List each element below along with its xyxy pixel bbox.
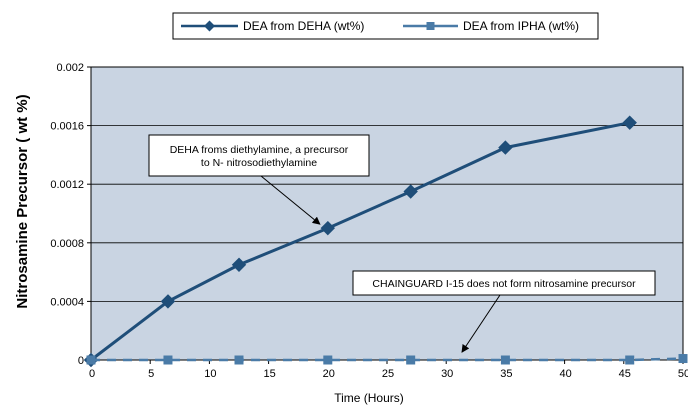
- data-point: [625, 355, 635, 365]
- series-layer: [83, 115, 688, 368]
- y-tick-label: 0.0016: [50, 121, 84, 133]
- data-point: [323, 355, 333, 365]
- x-tick-label: 20: [323, 368, 335, 380]
- y-tick-label: 0.002: [56, 62, 84, 74]
- x-tick-label: 40: [559, 368, 571, 380]
- plot-area: [90, 66, 684, 361]
- data-point: [678, 354, 688, 364]
- data-point: [403, 184, 418, 199]
- x-tick-label: 35: [500, 368, 512, 380]
- x-tick-label: 10: [204, 368, 216, 380]
- x-tick-label: 45: [619, 368, 631, 380]
- annotation-text: DEHA froms diethylamine, a precursor: [170, 144, 349, 156]
- x-tick-label: 25: [382, 368, 394, 380]
- annotation-text: CHAINGUARD I-15 does not form nitrosamin…: [372, 278, 636, 290]
- legend-label: DEA from IPHA (wt%): [463, 19, 579, 33]
- annotation-arrow: [461, 294, 501, 353]
- y-tick-label: 0: [78, 355, 84, 367]
- annotation-arrow: [260, 175, 321, 225]
- x-tick-label: 5: [148, 368, 154, 380]
- x-tick-label: 15: [263, 368, 275, 380]
- data-point: [406, 355, 416, 365]
- data-point: [622, 115, 637, 130]
- y-tick-label: 0.0012: [50, 179, 84, 191]
- series-line-1: [91, 357, 684, 362]
- legend-marker: [426, 22, 435, 30]
- legend-label: DEA from DEHA (wt%): [243, 19, 364, 33]
- data-point: [163, 355, 173, 365]
- data-point: [86, 355, 96, 365]
- data-point: [498, 140, 513, 155]
- x-tick-label: 30: [441, 368, 453, 380]
- y-axis-title: Nitrosamine Precursor ( wt %): [14, 94, 31, 308]
- legend-marker: [204, 20, 215, 32]
- data-point: [234, 355, 244, 365]
- data-point: [500, 355, 510, 365]
- x-axis-title: Time (Hours): [334, 391, 404, 405]
- legend: DEA from DEHA (wt%) DEA from IPHA (wt%): [172, 12, 599, 40]
- annotation-box: [352, 270, 656, 296]
- annotation-box: [148, 134, 370, 177]
- data-point: [231, 257, 247, 272]
- legend-box: [172, 12, 599, 40]
- axes: 0 0.0004 0.0008 0.0012 0.0016 0.002 0 5 10 15 20 25…: [14, 62, 688, 405]
- x-tick-label: 50: [678, 368, 688, 380]
- x-tick-label: 0: [89, 368, 95, 380]
- data-point: [160, 294, 176, 309]
- annotation-text: to N- nitrosodiethylamine: [201, 157, 317, 169]
- data-point: [320, 220, 336, 236]
- y-tick-label: 0.0008: [50, 238, 84, 250]
- y-tick-label: 0.0004: [50, 296, 84, 308]
